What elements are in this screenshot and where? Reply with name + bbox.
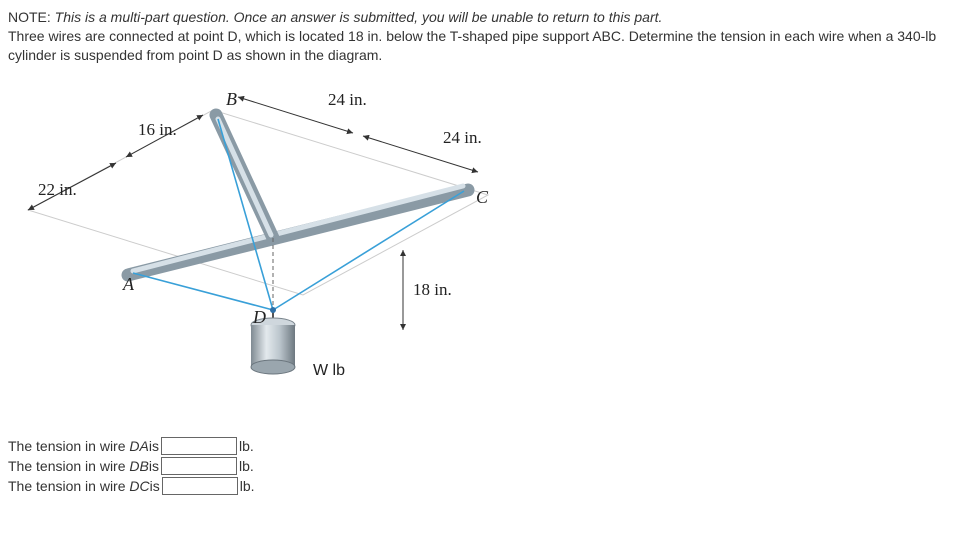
- diagram-svg: A B C D 22 in. 16 in. 24 in. 24 in. 18 i…: [8, 75, 568, 415]
- answer-row-dc: The tension in wire DC is lb.: [8, 476, 970, 496]
- answer-tail: is: [149, 458, 159, 474]
- label-A: A: [122, 274, 135, 294]
- dim-24b: 24 in.: [443, 128, 482, 147]
- answer-block: The tension in wire DA is lb. The tensio…: [8, 436, 970, 496]
- answer-var: DA: [129, 438, 148, 454]
- dim-24a: 24 in.: [328, 90, 367, 109]
- label-C: C: [476, 187, 489, 207]
- question-note: NOTE: This is a multi-part question. Onc…: [8, 8, 970, 65]
- note-italic: This is a multi-part question. Once an a…: [55, 9, 663, 25]
- answer-tail: is: [150, 478, 160, 494]
- note-body: Three wires are connected at point D, wh…: [8, 28, 936, 63]
- answer-unit: lb.: [239, 438, 254, 454]
- answer-lead: The tension in wire: [8, 438, 129, 454]
- diagram: A B C D 22 in. 16 in. 24 in. 24 in. 18 i…: [8, 75, 970, 418]
- note-prefix: NOTE:: [8, 9, 51, 25]
- label-B: B: [226, 89, 237, 109]
- answer-row-db: The tension in wire DB is lb.: [8, 456, 970, 476]
- answer-unit: lb.: [239, 458, 254, 474]
- tension-da-input[interactable]: [161, 437, 237, 455]
- answer-row-da: The tension in wire DA is lb.: [8, 436, 970, 456]
- answer-var: DB: [129, 458, 148, 474]
- weight-label: W lb: [313, 362, 345, 379]
- answer-lead: The tension in wire: [8, 478, 129, 494]
- answer-var: DC: [129, 478, 149, 494]
- tension-dc-input[interactable]: [162, 477, 238, 495]
- tension-db-input[interactable]: [161, 457, 237, 475]
- answer-tail: is: [149, 438, 159, 454]
- dim-16: 16 in.: [138, 120, 177, 139]
- answer-lead: The tension in wire: [8, 458, 129, 474]
- label-D: D: [252, 307, 266, 327]
- dim-18: 18 in.: [413, 280, 452, 299]
- dim-22: 22 in.: [38, 180, 77, 199]
- answer-unit: lb.: [240, 478, 255, 494]
